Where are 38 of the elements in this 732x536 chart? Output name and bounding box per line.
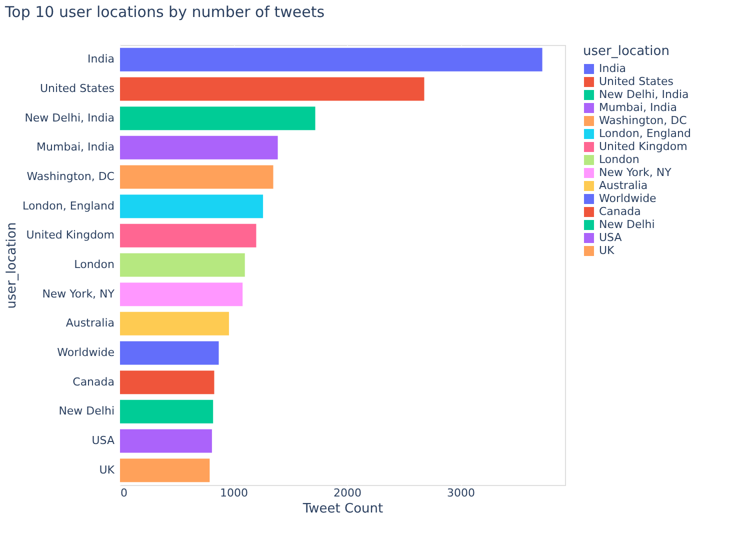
legend-label: United States: [599, 75, 674, 88]
legend-label: London, England: [599, 127, 691, 140]
legend-label: UK: [599, 244, 616, 257]
legend-title: user_location: [583, 44, 670, 59]
legend-label: India: [599, 62, 626, 75]
x-tick-label: 2000: [334, 486, 362, 500]
y-tick-label: Mumbai, India: [36, 140, 114, 154]
legend-label: New Delhi: [599, 218, 655, 231]
y-tick-label: UK: [99, 463, 116, 476]
y-tick-label: Canada: [72, 375, 114, 388]
legend-label: USA: [599, 231, 622, 244]
legend-label: United Kingdom: [599, 140, 688, 153]
legend-label: Canada: [599, 205, 641, 218]
x-tick-label: 1000: [220, 486, 248, 500]
y-tick-label: India: [88, 52, 114, 66]
y-tick-label: New York, NY: [42, 287, 115, 300]
y-tick-label: Washington, DC: [26, 170, 115, 183]
legend-label: London: [599, 153, 640, 166]
legend-label: New Delhi, India: [599, 88, 689, 101]
y-tick-label: London, England: [22, 199, 114, 212]
y-tick-label: New Delhi: [58, 404, 114, 418]
y-tick-label: Australia: [66, 316, 114, 330]
x-tick-label: 3000: [447, 486, 476, 500]
chart-title: Top 10 user locations by number of tweets: [4, 3, 325, 21]
y-tick-label: United Kingdom: [26, 228, 114, 242]
y-tick-label: USA: [92, 434, 115, 447]
y-tick-label: London: [74, 258, 115, 271]
legend-label: Washington, DC: [599, 114, 688, 127]
legend-label: Mumbai, India: [599, 101, 677, 114]
legend-label: Australia: [599, 179, 648, 192]
legend-label: Worldwide: [599, 192, 657, 205]
y-tick-label: New Delhi, India: [24, 111, 114, 124]
legend-label: New York, NY: [599, 166, 672, 179]
x-axis-title: Tweet Count: [302, 502, 384, 516]
y-tick-label: Worldwide: [57, 346, 115, 359]
x-tick-label: 0: [120, 486, 128, 500]
y-tick-label: United States: [40, 82, 115, 95]
y-axis-title: user_location: [4, 222, 20, 309]
